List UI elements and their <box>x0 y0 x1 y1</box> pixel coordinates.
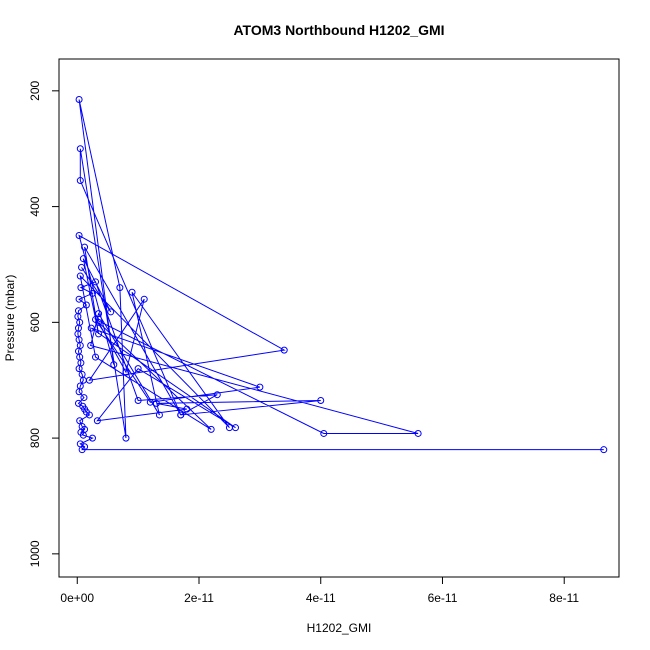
data-point <box>74 399 82 407</box>
data-point <box>128 288 136 296</box>
data-point <box>78 263 86 271</box>
data-point <box>75 96 83 104</box>
data-point <box>177 411 185 419</box>
data-point <box>213 391 221 399</box>
data-point <box>122 434 130 442</box>
y-axis: 200 400 600 800 1000 <box>28 81 60 567</box>
data-point <box>95 318 103 326</box>
data-point <box>75 295 83 303</box>
chart-title: ATOM3 Northbound H1202_GMI <box>233 22 444 38</box>
data-point <box>81 243 89 251</box>
data-point <box>78 370 86 378</box>
data-point <box>320 429 328 437</box>
y-tick-label: 600 <box>28 312 42 332</box>
data-point <box>85 376 93 384</box>
x-tick-label: 4e-11 <box>306 591 336 605</box>
data-point <box>76 145 84 153</box>
data-point <box>600 446 608 454</box>
plot-area <box>58 58 620 578</box>
data-point <box>110 361 118 369</box>
data-point <box>76 440 84 448</box>
data-point <box>74 307 82 315</box>
data-point <box>95 310 103 318</box>
data-point <box>183 405 191 413</box>
y-tick-label: 200 <box>28 81 42 101</box>
series-line <box>77 99 604 451</box>
data-point <box>87 324 95 332</box>
data-point <box>76 272 84 280</box>
x-tick-label: 0e+00 <box>60 591 94 605</box>
data-point <box>87 341 95 349</box>
data-point <box>122 368 130 376</box>
y-tick-label: 1000 <box>28 540 42 567</box>
data-point <box>107 308 115 316</box>
data-point <box>95 330 103 338</box>
data-point <box>82 301 90 309</box>
data-point <box>76 417 84 425</box>
data-point <box>76 177 84 185</box>
data-point <box>134 396 142 404</box>
data-point <box>75 232 83 240</box>
data-point <box>155 411 163 419</box>
data-point <box>134 365 142 373</box>
data-point <box>256 383 264 391</box>
y-tick-label: 800 <box>28 428 42 448</box>
data-point <box>280 346 288 354</box>
x-axis: 0e+00 2e-11 4e-11 6e-11 8e-11 <box>60 576 579 605</box>
data-point <box>140 295 148 303</box>
data-point <box>93 417 101 425</box>
series-layer <box>74 96 608 454</box>
data-point <box>79 255 87 263</box>
x-tick-label: 8e-11 <box>549 591 579 605</box>
data-point <box>92 278 100 286</box>
data-point <box>88 289 96 297</box>
data-point <box>76 382 84 390</box>
data-point <box>146 398 154 406</box>
data-point <box>80 394 88 402</box>
y-tick-label: 400 <box>28 196 42 216</box>
data-point <box>78 423 86 431</box>
x-axis-label: H1202_GMI <box>307 621 372 635</box>
data-point <box>77 284 85 292</box>
data-point <box>414 429 422 437</box>
data-point <box>92 353 100 361</box>
data-point <box>116 284 124 292</box>
x-tick-label: 2e-11 <box>184 591 214 605</box>
data-point <box>225 424 233 432</box>
data-point <box>88 434 96 442</box>
x-tick-label: 6e-11 <box>428 591 458 605</box>
data-point <box>317 396 325 404</box>
data-point <box>207 425 215 433</box>
y-axis-label: Pressure (mbar) <box>3 275 17 362</box>
